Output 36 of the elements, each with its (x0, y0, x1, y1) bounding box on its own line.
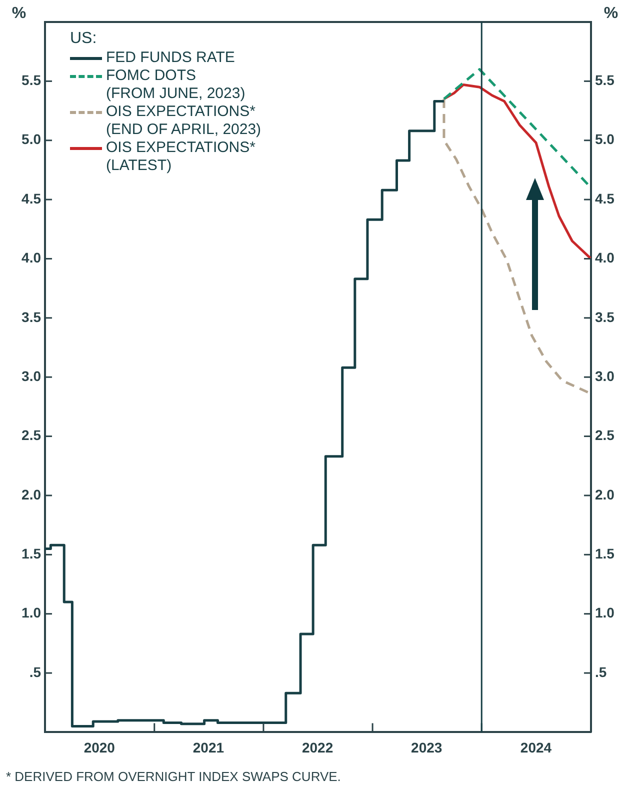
y2-tick-label: 3.5 (595, 308, 615, 325)
x-tick-label: 2020 (84, 739, 116, 756)
y2-tick-label: 1.0 (595, 604, 615, 621)
legend-label: FOMC DOTS (FROM JUNE, 2023) (106, 67, 246, 103)
x-tick-label: 2024 (520, 739, 552, 756)
legend-title: US: (70, 30, 98, 48)
y2-tick-label: 2.0 (595, 486, 615, 502)
y-tick-label: 3.0 (22, 368, 42, 384)
y2-tick-label: 5.0 (595, 131, 615, 148)
line-series (442, 98, 591, 395)
y-tick-label: 4.5 (22, 190, 42, 206)
y-tick-label: 1.5 (22, 546, 42, 562)
y-tick-label: 4.0 (22, 250, 42, 266)
y-tick-label: 2.5 (22, 427, 42, 444)
x-tick-label: 2021 (192, 739, 224, 756)
x-tick-label: 2023 (411, 739, 442, 756)
y-tick-label: 3.5 (22, 308, 42, 325)
y2-tick-label: 1.5 (595, 546, 615, 562)
y2-axis-title: % (604, 5, 618, 22)
y-tick-label: 5.5 (22, 72, 42, 88)
legend-label: FED FUNDS RATE (106, 49, 235, 67)
y2-tick-label: 4.0 (595, 250, 615, 266)
y-axis-title: % (12, 5, 26, 22)
y-tick-label: .5 (29, 664, 42, 680)
legend-label: OIS EXPECTATIONS* (LATEST) (106, 139, 256, 175)
y2-tick-label: 4.5 (595, 190, 615, 206)
x-tick-label: 2022 (302, 739, 334, 756)
legend-label: OIS EXPECTATIONS* (END OF APRIL, 2023) (106, 103, 262, 139)
y-tick-label: 2.0 (22, 486, 42, 502)
text: * DERIVED FROM OVERNIGHT INDEX SWAPS CURVE. (6, 769, 341, 784)
y2-tick-label: .5 (595, 664, 607, 680)
y2-tick-label: 5.5 (595, 72, 615, 88)
y-tick-label: 1.0 (22, 604, 42, 621)
y2-tick-label: 3.0 (595, 368, 615, 384)
y2-tick-label: 2.5 (595, 427, 615, 444)
y-tick-label: 5.0 (22, 131, 42, 148)
